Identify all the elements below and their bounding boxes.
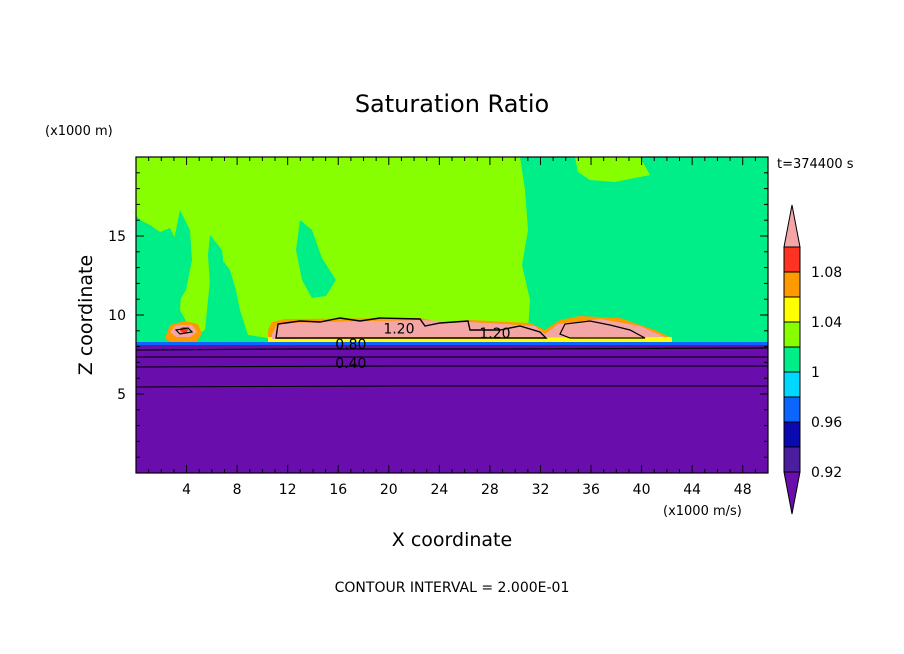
x-tick-label: 16 — [329, 482, 347, 498]
x-tick-label: 8 — [233, 482, 242, 498]
colorbar: 0.92 0.96 1 1.04 1.08 — [783, 204, 842, 515]
x-tick-label: 48 — [734, 482, 752, 498]
colorbar-segment — [783, 421, 801, 448]
x-tick-label: 24 — [430, 482, 448, 498]
contour-field — [136, 157, 768, 473]
y-tick-label: 10 — [108, 308, 126, 324]
x-tick-label: 12 — [279, 482, 297, 498]
colorbar-segment — [783, 396, 801, 423]
colorbar-label: 1.04 — [811, 315, 842, 331]
field-green-right-patch — [575, 157, 650, 182]
x-axis-title: X coordinate — [392, 529, 512, 551]
x-tick-label: 28 — [481, 482, 499, 498]
colorbar-label: 0.96 — [811, 415, 842, 431]
colorbar-segment — [783, 246, 801, 273]
contour-labels: 1.20 1.20 0.80 0.40 — [335, 321, 510, 372]
field-green-plume — [136, 157, 540, 340]
contour-interval-note: CONTOUR INTERVAL = 2.000E-01 — [335, 580, 570, 596]
y-axis-unit: (x1000 m) — [45, 124, 113, 139]
colorbar-segment — [783, 296, 801, 323]
field-cyan-tongue-1 — [296, 220, 336, 298]
y-axis-title: Z coordinate — [75, 255, 97, 375]
x-tick-label: 40 — [633, 482, 651, 498]
chart-title: Saturation Ratio — [355, 90, 549, 118]
field-cyan-tongue-2 — [172, 210, 192, 300]
colorbar-segment — [783, 446, 801, 473]
colorbar-label: 1.08 — [811, 265, 842, 281]
field-lower-purple — [136, 345, 768, 473]
contour-line-040 — [136, 365, 768, 368]
x-axis-unit: (x1000 m/s) — [663, 504, 742, 519]
y-axis-ticks: 5 10 15 — [108, 172, 768, 458]
x-tick-label: 32 — [532, 482, 550, 498]
time-label: t=374400 s — [777, 157, 854, 172]
x-tick-label: 20 — [380, 482, 398, 498]
contour-line-020 — [136, 385, 768, 388]
colorbar-label: 0.92 — [811, 465, 842, 481]
y-tick-label: 15 — [108, 229, 126, 245]
contour-line-left-cloud — [174, 327, 194, 335]
y-tick-label: 5 — [117, 387, 126, 403]
x-tick-label: 44 — [683, 482, 701, 498]
colorbar-lower-extension — [783, 471, 801, 515]
contour-label: 0.80 — [335, 337, 366, 353]
field-blue-band — [136, 342, 768, 345]
contour-line-080 — [136, 347, 768, 351]
contour-line-right-cloud — [559, 320, 646, 339]
colorbar-segment — [783, 371, 801, 398]
contour-label: 1.20 — [479, 326, 510, 342]
colorbar-segment — [783, 271, 801, 298]
field-cyan-tongue-3 — [208, 235, 226, 300]
contour-label: 0.40 — [335, 356, 366, 372]
colorbar-upper-extension — [783, 204, 801, 248]
colorbar-segment — [783, 346, 801, 373]
x-tick-label: 36 — [582, 482, 600, 498]
x-axis-ticks: 4 8 12 16 20 24 28 32 36 40 44 48 — [148, 157, 756, 498]
contour-label: 1.20 — [383, 321, 414, 337]
colorbar-label: 1 — [811, 365, 820, 381]
colorbar-segment — [783, 321, 801, 348]
contour-line-cloud-outline — [275, 317, 548, 339]
x-tick-label: 4 — [182, 482, 191, 498]
